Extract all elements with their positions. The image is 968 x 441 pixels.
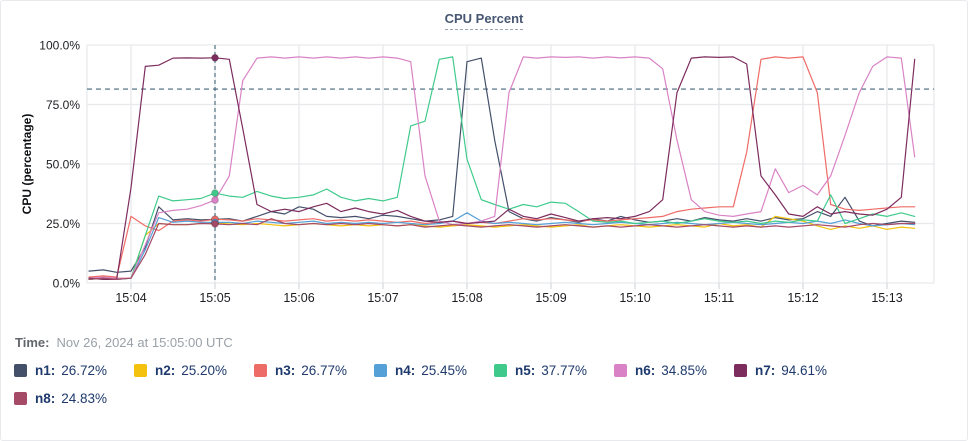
series-line-n1	[88, 57, 916, 273]
legend-series-name: n5:	[515, 363, 536, 378]
time-label: Time:	[15, 335, 50, 350]
crosshair-marker-n5	[211, 189, 219, 198]
x-tick-label: 15:13	[871, 291, 902, 305]
x-tick-label: 15:09	[535, 291, 566, 305]
x-tick-label: 15:12	[787, 291, 818, 305]
legend-item-n1: n1: 26.72%	[14, 363, 134, 378]
cpu-chart[interactable]: 0.0% 25.0% 50.0% 75.0% 100.0% 15:04 15:05 15:06…	[1, 33, 967, 311]
hover-time-readout: Time: Nov 26, 2024 at 15:05:00 UTC	[15, 335, 967, 351]
legend-swatch-n4	[374, 364, 387, 377]
legend-swatch-n7	[734, 364, 747, 377]
y-tick-label: 75.0%	[46, 98, 80, 112]
y-tick-label: 100.0%	[39, 39, 80, 53]
legend-item-n3: n3: 26.77%	[254, 363, 374, 378]
series-line-n5	[88, 56, 916, 280]
legend-item-n8: n8: 24.83%	[14, 391, 134, 406]
legend-item-n4: n4: 25.45%	[374, 363, 494, 378]
x-tick-label: 15:08	[451, 291, 482, 305]
legend-series-name: n6:	[635, 363, 656, 378]
legend-swatch-n8	[14, 392, 27, 405]
series-line-n3	[88, 56, 916, 278]
y-tick-label: 0.0%	[53, 277, 81, 291]
x-tick-label: 15:10	[619, 291, 650, 305]
time-value: Nov 26, 2024 at 15:05:00 UTC	[56, 335, 233, 350]
legend-series-value: 24.83%	[61, 391, 108, 406]
x-tick-label: 15:11	[704, 291, 734, 305]
legend-series-value: 26.72%	[61, 363, 108, 378]
legend-series-value: 37.77%	[541, 363, 588, 378]
series-line-n8	[88, 218, 916, 280]
x-tick-label: 15:04	[115, 291, 146, 305]
legend-item-n5: n5: 37.77%	[494, 363, 614, 378]
x-tick-label: 15:05	[199, 291, 230, 305]
legend-item-n7: n7: 94.61%	[734, 363, 854, 378]
crosshair-marker-n7	[211, 53, 219, 62]
legend-swatch-n6	[614, 364, 627, 377]
legend-series-value: 26.77%	[301, 363, 348, 378]
series-line-n4	[88, 212, 916, 280]
legend-series-name: n8:	[35, 391, 56, 406]
y-tick-label: 50.0%	[46, 158, 80, 172]
crosshair-marker-n6	[211, 196, 219, 204]
legend-series-name: n1:	[35, 363, 56, 378]
legend-item-n6: n6: 34.85%	[614, 363, 734, 378]
legend-series-name: n2:	[155, 363, 176, 378]
legend-series-value: 25.20%	[181, 363, 228, 378]
legend-swatch-n2	[134, 364, 147, 377]
y-tick-label: 25.0%	[46, 217, 80, 231]
x-tick-label: 15:06	[283, 291, 314, 305]
chart-title[interactable]: CPU Percent	[444, 11, 524, 30]
legend-swatch-n5	[494, 364, 507, 377]
legend-series-value: 94.61%	[781, 363, 828, 378]
legend-series-value: 34.85%	[661, 363, 708, 378]
legend-series-name: n7:	[755, 363, 776, 378]
legend-swatch-n3	[254, 364, 267, 377]
crosshair-marker-n8	[211, 220, 219, 228]
legend-item-n2: n2: 25.20%	[134, 363, 254, 378]
legend-series-name: n3:	[275, 363, 296, 378]
x-tick-label: 15:07	[367, 291, 398, 305]
legend: n1: 26.72% n2: 25.20% n3: 26.77% n4: 25.45% n5: 3…	[14, 363, 967, 406]
series-line-n7	[88, 56, 916, 280]
chart-header: CPU Percent	[1, 1, 967, 33]
legend-swatch-n1	[14, 364, 27, 377]
legend-series-value: 25.45%	[421, 363, 468, 378]
series-line-n2	[88, 215, 916, 279]
series-line-n6	[88, 56, 916, 279]
y-axis-title: CPU (percentage)	[20, 114, 34, 215]
legend-series-name: n4:	[395, 363, 416, 378]
